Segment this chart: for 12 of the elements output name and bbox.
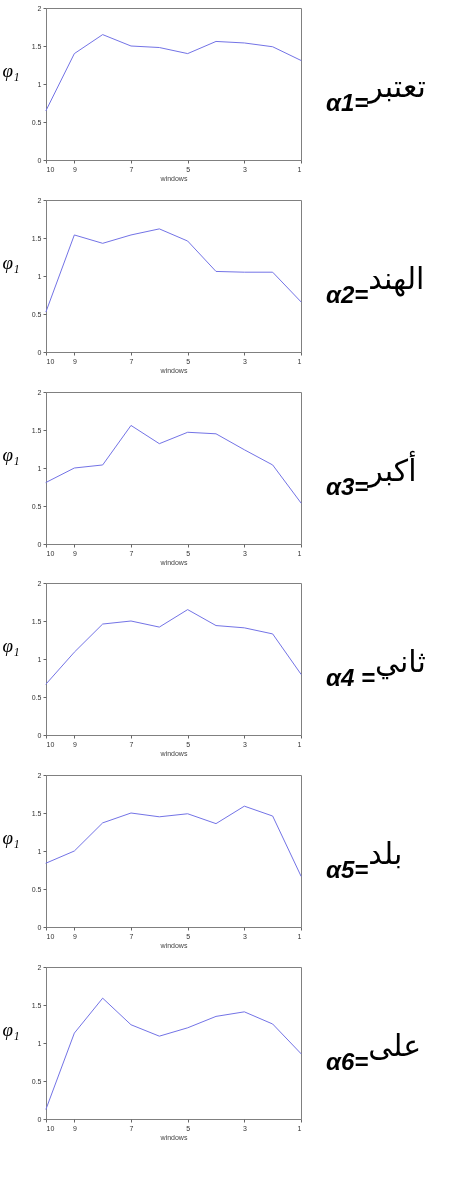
- y-axis-title: φ₁: [2, 826, 20, 848]
- line-series: [45, 228, 302, 313]
- y-axis-title: φ₁: [2, 251, 20, 273]
- line-series: [45, 424, 302, 504]
- y-axis-title: φ₁: [2, 443, 20, 465]
- y-axis-title: φ₁: [2, 59, 20, 81]
- line-series: [45, 997, 302, 1110]
- line-series: [45, 609, 302, 685]
- y-axis-title: φ₁: [2, 1018, 20, 1040]
- line-series: [45, 34, 302, 112]
- line-series: [45, 805, 302, 877]
- y-axis-title: φ₁: [2, 634, 20, 656]
